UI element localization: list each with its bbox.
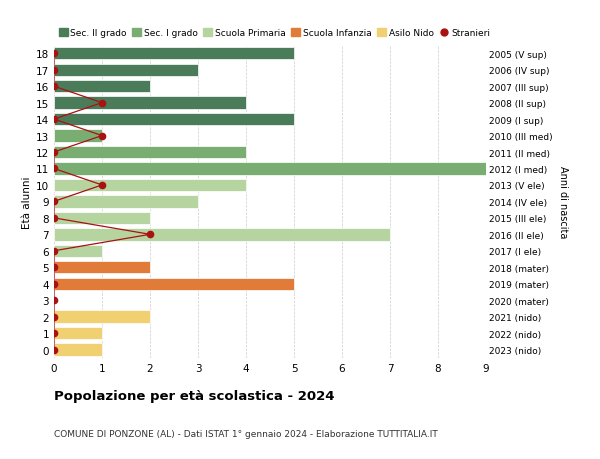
Bar [54, 212, 150, 224]
Bar [54, 97, 246, 110]
Bar [54, 81, 150, 93]
Y-axis label: Anni di nascita: Anni di nascita [558, 166, 568, 238]
Bar [54, 130, 102, 142]
Bar [54, 344, 102, 356]
Text: Popolazione per età scolastica - 2024: Popolazione per età scolastica - 2024 [54, 389, 335, 403]
Bar [54, 278, 294, 290]
Bar [54, 146, 246, 159]
Bar [54, 327, 102, 340]
Bar [54, 245, 102, 257]
Bar [54, 196, 198, 208]
Bar [54, 64, 198, 77]
Bar [54, 48, 294, 60]
Bar [54, 179, 246, 192]
Bar [54, 311, 150, 323]
Bar [54, 262, 150, 274]
Y-axis label: Età alunni: Età alunni [22, 176, 32, 228]
Legend: Sec. II grado, Sec. I grado, Scuola Primaria, Scuola Infanzia, Asilo Nido, Stran: Sec. II grado, Sec. I grado, Scuola Prim… [59, 29, 490, 38]
Text: COMUNE DI PONZONE (AL) - Dati ISTAT 1° gennaio 2024 - Elaborazione TUTTITALIA.IT: COMUNE DI PONZONE (AL) - Dati ISTAT 1° g… [54, 429, 438, 438]
Bar [54, 163, 486, 175]
Bar [54, 229, 390, 241]
Bar [54, 114, 294, 126]
